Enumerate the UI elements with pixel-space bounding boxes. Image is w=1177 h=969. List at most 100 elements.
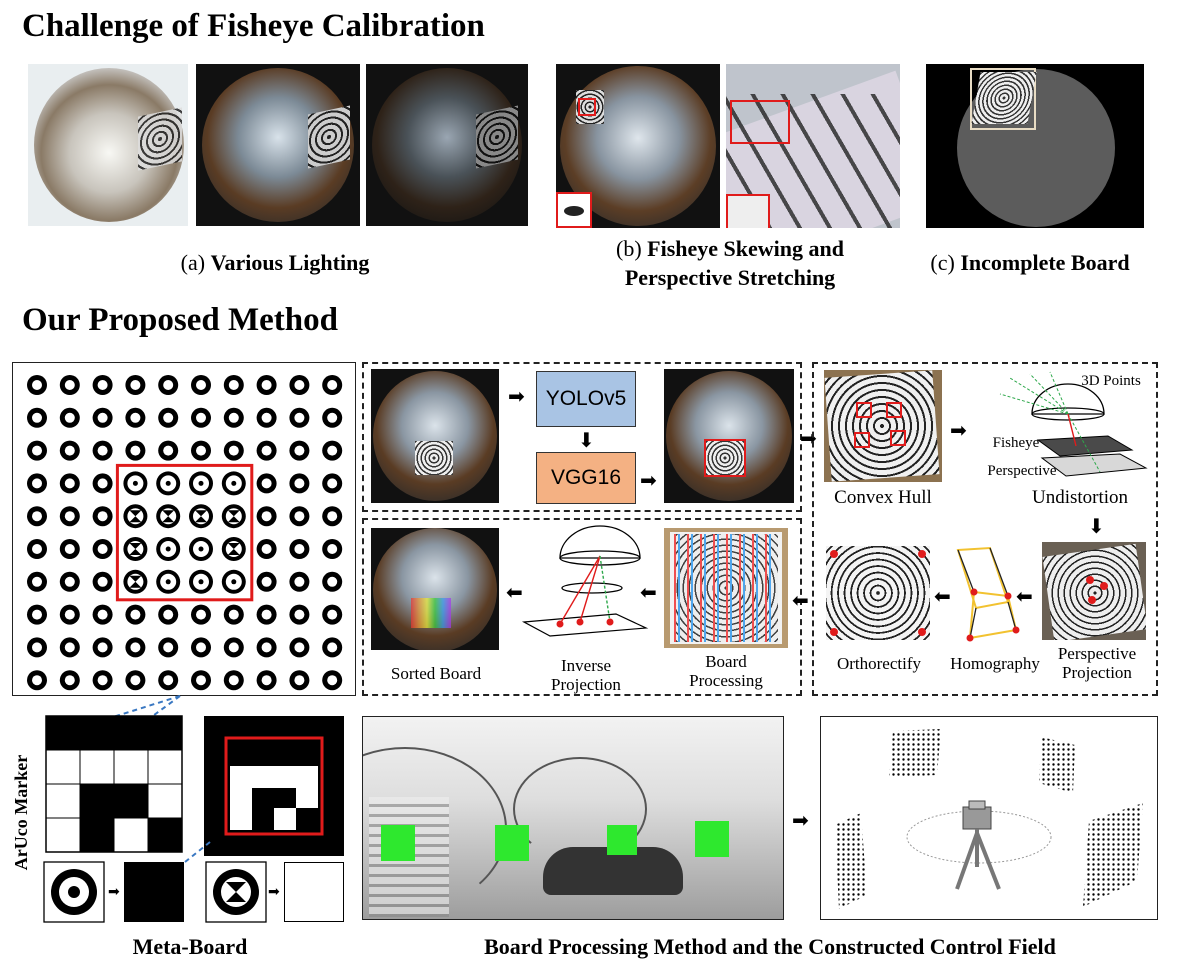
board-marker <box>256 440 277 461</box>
meta-board-image <box>12 362 356 696</box>
board-marker <box>256 637 277 658</box>
board-marker <box>256 375 277 395</box>
caption-c: (c) Incomplete Board <box>910 250 1150 276</box>
board-marker <box>191 604 211 625</box>
control-field-panel <box>820 716 1158 920</box>
board-marker <box>322 375 343 395</box>
board-processing-line1: Board <box>705 652 747 671</box>
board-marker <box>223 604 244 625</box>
board-marker <box>156 569 181 594</box>
black-cell-icon <box>124 862 184 922</box>
caption-c-prefix: (c) <box>930 250 955 275</box>
board-marker <box>289 473 310 494</box>
aruco-marker-grid <box>45 715 183 853</box>
board-marker <box>92 670 113 691</box>
caption-a-text: Various Lighting <box>210 250 370 275</box>
perspective-projection-label: Perspective Projection <box>1040 644 1154 682</box>
board-marker <box>123 471 148 496</box>
board-marker <box>322 407 343 428</box>
arrow-down-icon: ⬇ <box>1088 514 1105 538</box>
board-marker <box>256 539 277 559</box>
skewing-photo-closeup <box>726 64 900 228</box>
arrow-right-icon: ➡ <box>268 884 280 900</box>
undistortion-diagram <box>999 371 1148 477</box>
board-marker <box>27 571 47 592</box>
board-marker <box>27 637 47 658</box>
board-marker <box>223 670 244 691</box>
aruco-marker-title: ArUco Marker <box>11 754 32 870</box>
board-marker <box>221 471 246 496</box>
undistortion-label: Undistortion <box>1031 487 1129 508</box>
board-marker <box>223 407 244 428</box>
board-marker <box>59 670 80 691</box>
arrow-left-icon: ⬅ <box>1016 584 1033 608</box>
board-marker <box>92 604 113 625</box>
board-marker <box>256 670 277 691</box>
convex-hull-label: Convex Hull <box>834 487 932 508</box>
board-marker <box>59 604 80 625</box>
board-marker <box>256 571 277 592</box>
perspective-projection-photo <box>1042 542 1146 640</box>
board-marker <box>256 604 277 625</box>
board-marker <box>27 440 47 461</box>
calibration-board <box>27 375 343 691</box>
board-marker <box>27 670 47 691</box>
board-marker <box>156 537 181 561</box>
fisheye-label: Fisheye <box>992 435 1040 451</box>
board-marker <box>158 440 179 461</box>
board-marker <box>322 670 343 691</box>
challenge-heading: Challenge of Fisheye Calibration <box>22 8 485 44</box>
board-marker <box>92 440 113 461</box>
board-marker <box>156 504 181 529</box>
board-marker <box>256 407 277 428</box>
board-marker <box>191 440 211 461</box>
board-marker <box>191 375 211 395</box>
board-marker <box>322 604 343 625</box>
control-field-diagram <box>835 729 1143 909</box>
caption-c-text: Incomplete Board <box>960 250 1130 275</box>
caption-b-line1: Fisheye Skewing and <box>647 236 844 261</box>
sorted-board-photo <box>371 528 499 650</box>
aruco-region-highlight <box>115 463 254 602</box>
board-marker <box>289 440 310 461</box>
board-marker <box>221 537 246 561</box>
perspective-projection-line2: Projection <box>1062 663 1132 682</box>
sorting-panel <box>362 518 802 696</box>
board-marker <box>289 506 310 527</box>
board-marker <box>59 407 80 428</box>
board-marker <box>59 375 80 395</box>
inverse-projection-line1: Inverse <box>560 656 612 675</box>
board-marker <box>125 604 146 625</box>
board-processing-label: Board Processing <box>674 652 778 690</box>
board-marker <box>125 670 146 691</box>
board-marker <box>92 473 113 494</box>
control-field-caption: Board Processing Method and the Construc… <box>484 934 1056 959</box>
inverse-projection-line2: Projection <box>551 675 621 694</box>
arrow-left-icon: ⬅ <box>934 584 951 608</box>
detected-board-2 <box>495 825 529 861</box>
white-cell-icon <box>284 862 344 922</box>
board-marker <box>27 407 47 428</box>
board-marker <box>59 473 80 494</box>
undistortion-panel <box>812 362 1158 696</box>
input-fisheye-photo <box>371 369 499 503</box>
board-marker <box>158 604 179 625</box>
board-marker <box>221 504 246 529</box>
arrow-right-icon: ➡ <box>108 884 120 900</box>
board-marker <box>59 440 80 461</box>
aruco-marker-zoom <box>179 716 344 867</box>
board-marker <box>92 539 113 559</box>
board-marker <box>125 375 146 395</box>
board-marker <box>156 471 181 496</box>
board-marker <box>158 637 179 658</box>
board-marker <box>189 537 213 561</box>
incomplete-board-image <box>926 64 1144 228</box>
board-marker <box>322 473 343 494</box>
orthorectify-label: Orthorectify <box>836 654 922 673</box>
board-marker <box>189 569 213 594</box>
arrow-right-icon: ➡ <box>950 418 967 442</box>
caption-b-line2: Perspective Stretching <box>624 265 836 290</box>
caption-a-prefix: (a) <box>180 250 206 275</box>
detection-panel <box>362 362 802 512</box>
caption-b-prefix: (b) <box>616 236 642 261</box>
